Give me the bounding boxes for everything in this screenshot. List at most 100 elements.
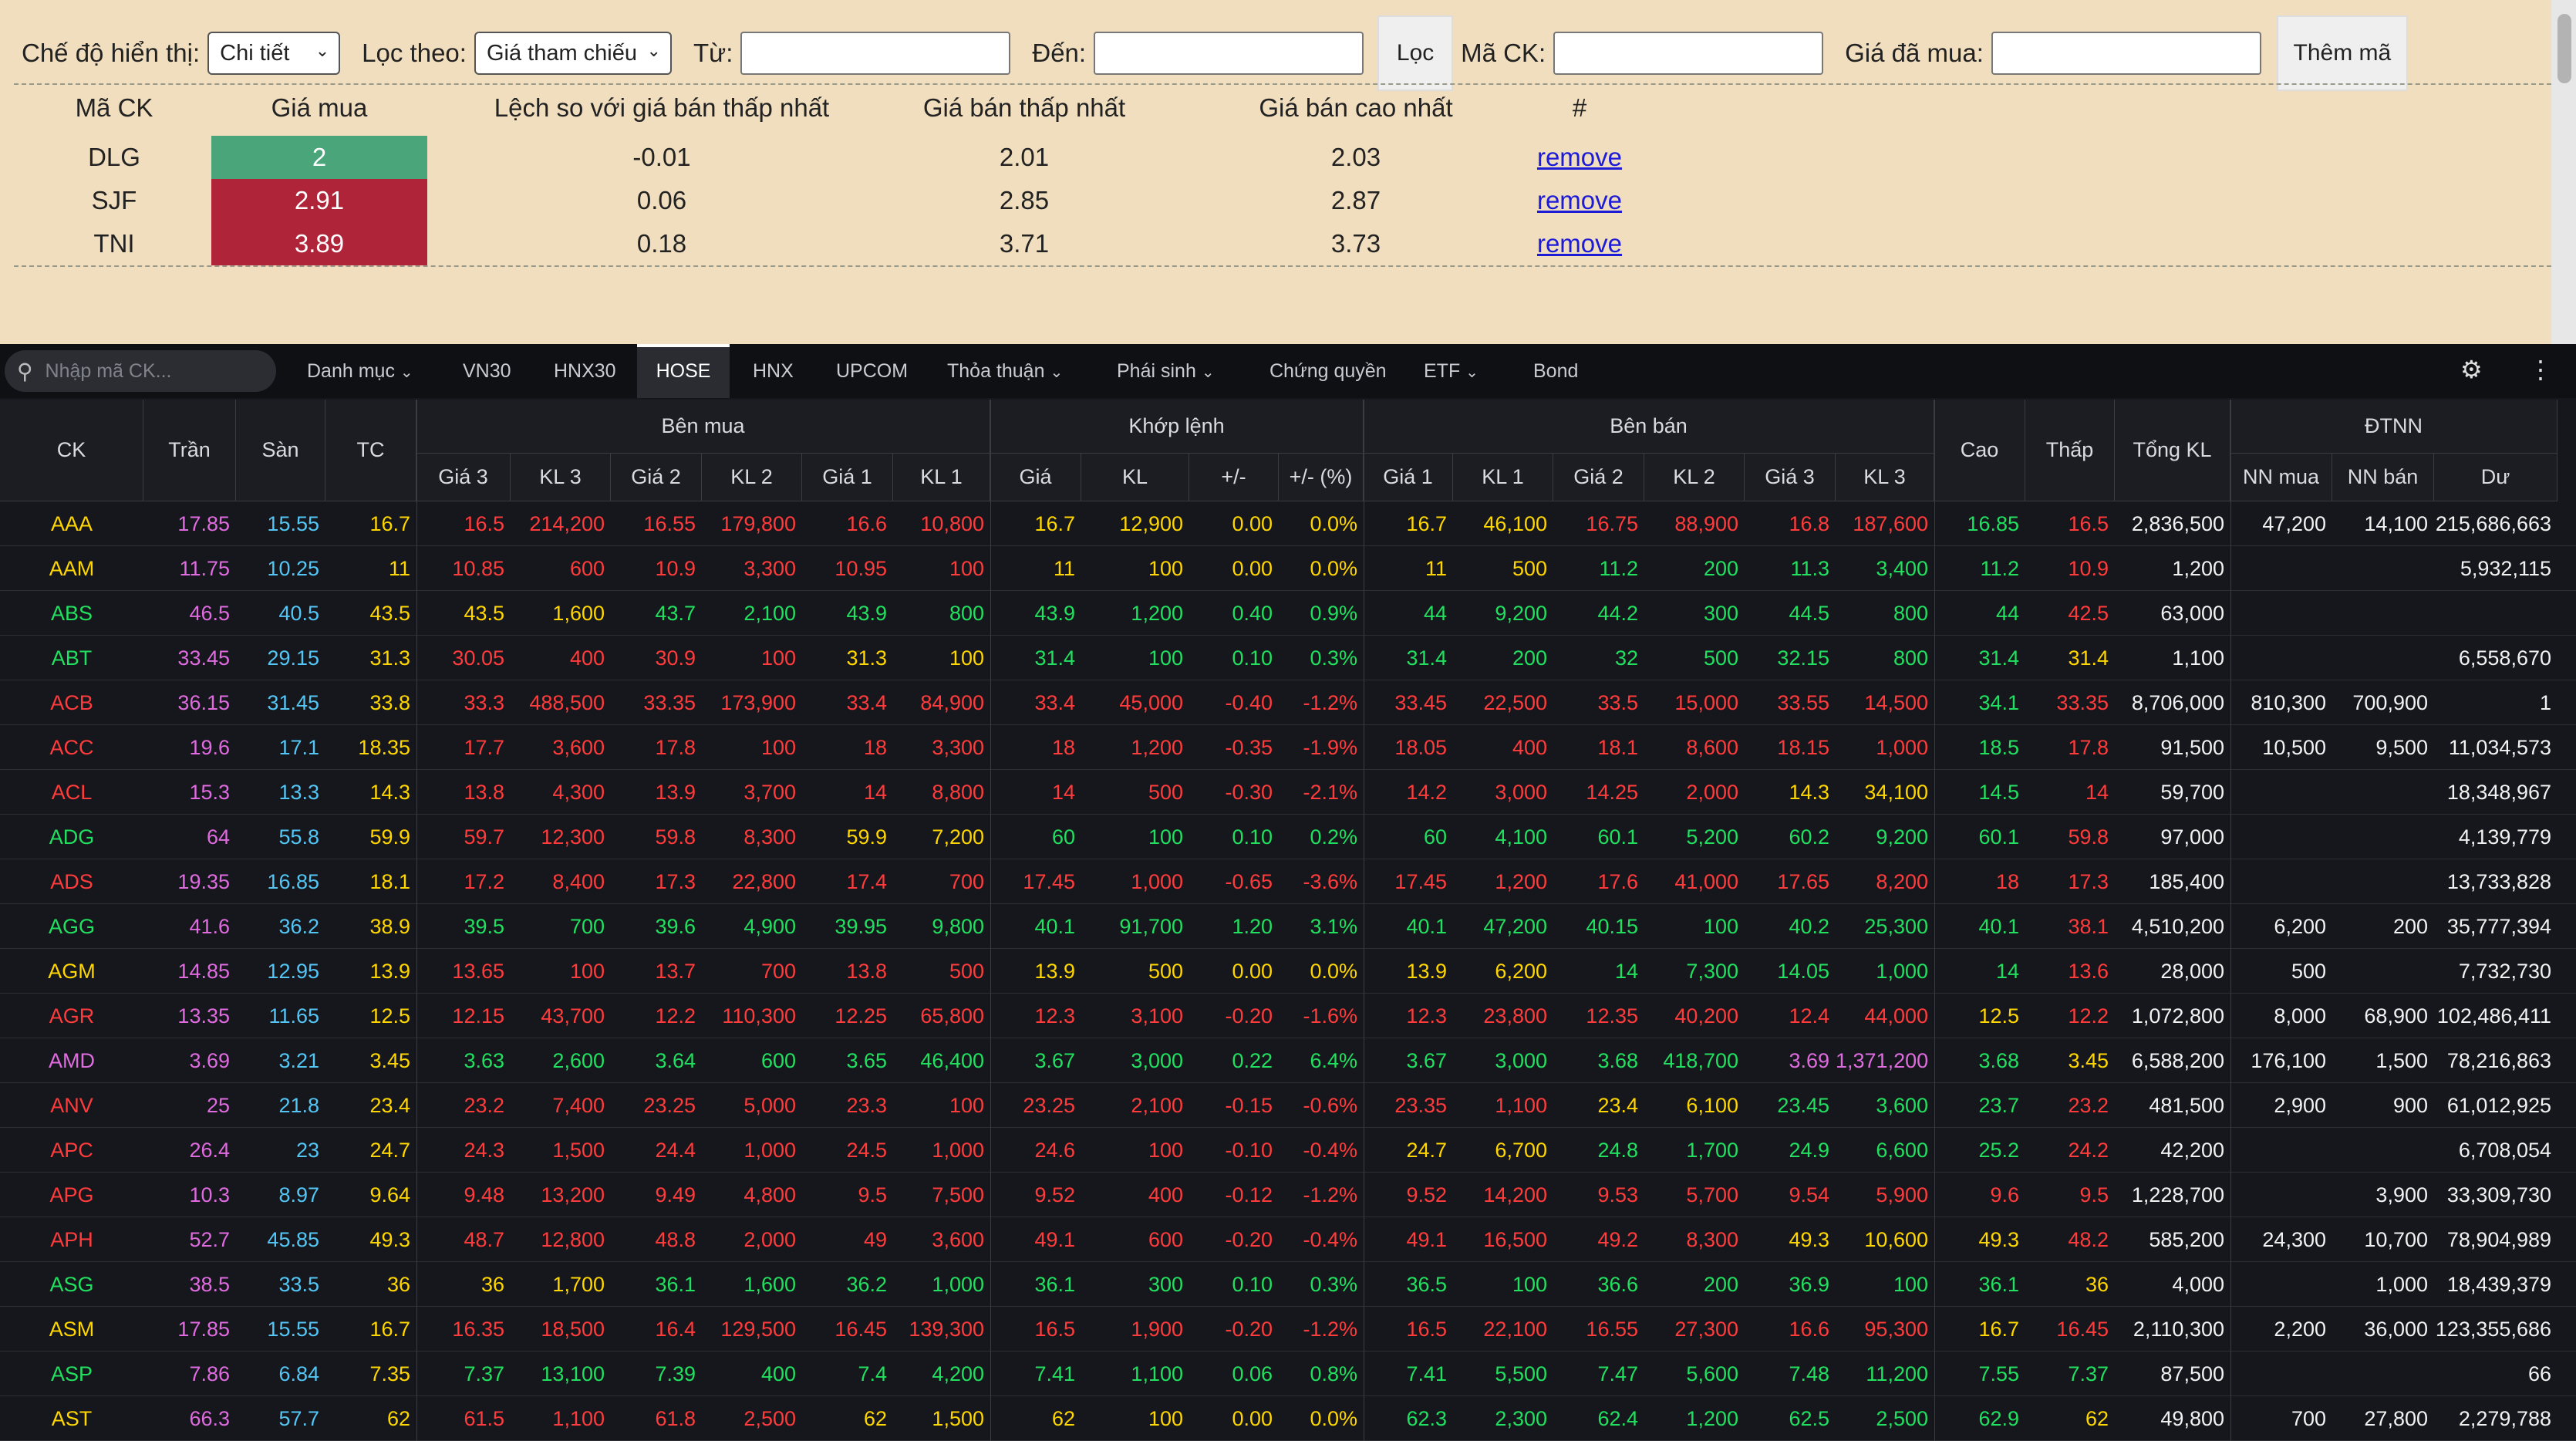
scrollbar-thumb[interactable] bbox=[2557, 14, 2571, 83]
stock-code[interactable]: ASG bbox=[49, 1273, 94, 1296]
tab-upcom[interactable]: UPCOM bbox=[836, 344, 908, 398]
tab-thoa-thuan[interactable]: Thỏa thuận ⌄ bbox=[947, 344, 1063, 398]
table-row[interactable]: ASM 17.85 15.55 16.7 16.35 18,500 16.4 129,500 1… bbox=[0, 1307, 2576, 1352]
tab-hnx[interactable]: HNX bbox=[753, 344, 794, 398]
bought-price-input[interactable] bbox=[1991, 32, 2261, 75]
cell-col-18: 44.5 bbox=[1789, 602, 1829, 625]
cell-col-16: 14 bbox=[1614, 960, 1638, 983]
stock-code[interactable]: APG bbox=[49, 1183, 94, 1206]
cell-col-22: 8,706,000 bbox=[2131, 691, 2224, 714]
cell-col-1: 17.85 bbox=[177, 512, 230, 535]
table-row[interactable]: ANV 25 21.8 23.4 23.2 7,400 23.25 5,000 23.3 100 2… bbox=[0, 1083, 2576, 1128]
cell-col-16: 11.2 bbox=[1599, 557, 1638, 580]
cell-col-25: 4,139,779 bbox=[2458, 825, 2551, 849]
tab-phai-sinh[interactable]: Phái sinh ⌄ bbox=[1117, 344, 1215, 398]
tab-danh-muc[interactable]: Danh mục ⌄ bbox=[307, 344, 413, 398]
from-input[interactable] bbox=[740, 32, 1011, 75]
cell-col-11: 1,900 bbox=[1131, 1318, 1183, 1341]
remove-link[interactable]: remove bbox=[1536, 143, 1623, 171]
filter-by-select[interactable]: Giá tham chiếu ⌄ bbox=[474, 32, 672, 75]
display-mode-select[interactable]: Chi tiết ⌄ bbox=[207, 32, 341, 75]
stock-code[interactable]: APH bbox=[50, 1228, 93, 1251]
stock-code[interactable]: ASP bbox=[50, 1362, 93, 1385]
tab-hnx30[interactable]: HNX30 bbox=[554, 344, 616, 398]
stock-code[interactable]: ABT bbox=[51, 646, 93, 670]
cell-col-24: 3,900 bbox=[2375, 1183, 2428, 1206]
stock-code[interactable]: AGG bbox=[48, 915, 95, 938]
row-diff: -0.01 bbox=[632, 143, 691, 171]
stock-code[interactable]: ACC bbox=[49, 736, 94, 759]
to-input[interactable] bbox=[1094, 32, 1364, 75]
cell-col-3: 23.4 bbox=[369, 1094, 410, 1117]
cell-col-18: 24.9 bbox=[1789, 1139, 1829, 1162]
stock-code[interactable]: APC bbox=[50, 1139, 93, 1162]
stock-code[interactable]: AAA bbox=[50, 512, 93, 535]
stock-code[interactable]: AMD bbox=[49, 1049, 95, 1072]
cell-col-21: 12.2 bbox=[2068, 1004, 2109, 1028]
more-vertical-icon[interactable]: ⋮ bbox=[2528, 356, 2553, 383]
stock-code[interactable]: AGR bbox=[49, 1004, 95, 1028]
table-row[interactable]: ACL 15.3 13.3 14.3 13.8 4,300 13.9 3,700 14 8,800… bbox=[0, 770, 2576, 815]
table-row[interactable]: ADS 19.35 16.85 18.1 17.2 8,400 17.3 22,800 17.4… bbox=[0, 859, 2576, 904]
cell-col-19: 44,000 bbox=[1864, 1004, 1928, 1028]
cell-col-19: 6,600 bbox=[1876, 1139, 1928, 1162]
cell-col-23 bbox=[2230, 1352, 2332, 1396]
table-row[interactable]: AGM 14.85 12.95 13.9 13.65 100 13.7 700 13.8 500 1… bbox=[0, 949, 2576, 994]
cell-col-10: 31.4 bbox=[1034, 646, 1075, 670]
stock-code[interactable]: ACB bbox=[50, 691, 93, 714]
board-toolbar: ⚲ Nhập mã CK... Danh mục ⌄ VN30 HNX30 HO… bbox=[0, 344, 2576, 398]
chevron-down-icon: ⌄ bbox=[315, 41, 330, 60]
cell-col-25: 102,486,411 bbox=[2436, 1004, 2551, 1028]
tab-bond[interactable]: Bond bbox=[1533, 344, 1578, 398]
stock-code[interactable]: AST bbox=[51, 1407, 93, 1430]
table-row[interactable]: APH 52.7 45.85 49.3 48.7 12,800 48.8 2,000 49 3,6… bbox=[0, 1217, 2576, 1262]
table-row[interactable]: ABT 33.45 29.15 31.3 30.05 400 30.9 100 31.3 100 3… bbox=[0, 636, 2576, 680]
stock-code[interactable]: ASM bbox=[49, 1318, 95, 1341]
cell-col-14: 36.5 bbox=[1406, 1273, 1447, 1296]
table-row[interactable]: APC 26.4 23 24.7 24.3 1,500 24.4 1,000 24.5 1,000… bbox=[0, 1128, 2576, 1173]
table-row[interactable]: AAM 11.75 10.25 11 10.85 600 10.9 3,300 10.95 100… bbox=[0, 546, 2576, 591]
cell-col-8: 9.5 bbox=[858, 1183, 887, 1206]
scrollbar[interactable] bbox=[2551, 0, 2576, 344]
tab-hose[interactable]: HOSE bbox=[637, 344, 730, 398]
search-input[interactable]: ⚲ Nhập mã CK... bbox=[5, 350, 276, 392]
remove-link[interactable]: remove bbox=[1536, 229, 1623, 258]
row-buy-price: 2 bbox=[211, 136, 427, 179]
tab-vn30[interactable]: VN30 bbox=[463, 344, 511, 398]
stock-code[interactable]: ACL bbox=[51, 781, 93, 804]
cell-col-7: 22,800 bbox=[732, 870, 796, 893]
code-input[interactable] bbox=[1553, 32, 1824, 75]
table-row[interactable]: ADG 64 55.8 59.9 59.7 12,300 59.8 8,300 59.9 7,20… bbox=[0, 815, 2576, 859]
stock-code[interactable]: ABS bbox=[50, 602, 93, 625]
table-row[interactable]: APG 10.3 8.97 9.64 9.48 13,200 9.49 4,800 9.5 7,5… bbox=[0, 1173, 2576, 1217]
row-low: 2.01 bbox=[999, 143, 1050, 171]
stock-code[interactable]: ANV bbox=[50, 1094, 93, 1117]
cell-col-18: 7.48 bbox=[1789, 1362, 1829, 1385]
cell-col-7: 700 bbox=[760, 960, 796, 983]
add-code-button[interactable]: Thêm mã bbox=[2276, 15, 2408, 91]
table-row[interactable]: AGR 13.35 11.65 12.5 12.15 43,700 12.2 110,300 1… bbox=[0, 994, 2576, 1038]
cell-col-19: 11,200 bbox=[1866, 1362, 1928, 1385]
tab-chung-quyen[interactable]: Chứng quyền bbox=[1269, 344, 1387, 398]
table-row[interactable]: AGG 41.6 36.2 38.9 39.5 700 39.6 4,900 39.95 9,80… bbox=[0, 904, 2576, 949]
table-row[interactable]: AMD 3.69 3.21 3.45 3.63 2,600 3.64 600 3.65 46,40… bbox=[0, 1038, 2576, 1083]
table-row[interactable]: AAA 17.85 15.55 16.7 16.5 214,200 16.55 179,800… bbox=[0, 501, 2576, 546]
table-row[interactable]: ASG 38.5 33.5 36 36 1,700 36.1 1,600 36.2 1,000 36… bbox=[0, 1262, 2576, 1307]
gear-icon[interactable]: ⚙ bbox=[2460, 356, 2483, 383]
table-row[interactable]: ACB 36.15 31.45 33.8 33.3 488,500 33.35 173,900… bbox=[0, 680, 2576, 725]
filter-button[interactable]: Lọc bbox=[1377, 15, 1454, 91]
tab-etf[interactable]: ETF ⌄ bbox=[1424, 344, 1479, 398]
table-row[interactable]: ACC 19.6 17.1 18.35 17.7 3,600 17.8 100 18 3,300 1… bbox=[0, 725, 2576, 770]
cell-col-25: 33,309,730 bbox=[2446, 1183, 2551, 1206]
stock-code[interactable]: ADS bbox=[50, 870, 93, 893]
stock-code[interactable]: ADG bbox=[49, 825, 95, 849]
table-row[interactable]: ABS 46.5 40.5 43.5 43.5 1,600 43.7 2,100 43.9 800… bbox=[0, 591, 2576, 636]
cell-col-18: 23.45 bbox=[1777, 1094, 1829, 1117]
remove-link[interactable]: remove bbox=[1536, 186, 1623, 214]
table-row[interactable]: ASP 7.86 6.84 7.35 7.37 13,100 7.39 400 7.4 4,200… bbox=[0, 1352, 2576, 1396]
cell-col-4: 9.48 bbox=[464, 1183, 504, 1206]
cell-col-3: 16.7 bbox=[369, 512, 410, 535]
table-row[interactable]: AST 66.3 57.7 62 61.5 1,100 61.8 2,500 62 1,500 62… bbox=[0, 1396, 2576, 1441]
stock-code[interactable]: AAM bbox=[49, 557, 95, 580]
stock-code[interactable]: AGM bbox=[48, 960, 96, 983]
